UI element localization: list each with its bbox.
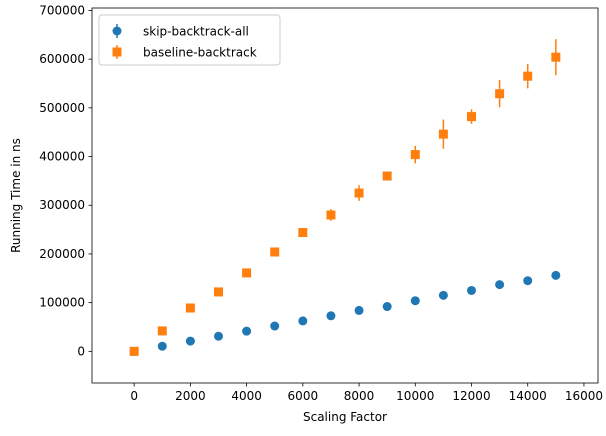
data-point (185, 336, 195, 346)
data-point (270, 321, 280, 331)
data-point (410, 296, 420, 306)
data-point (551, 52, 561, 62)
chart-marks (129, 39, 561, 356)
data-point (242, 326, 252, 336)
legend: skip-backtrack-all baseline-backtrack (98, 14, 281, 66)
y-tick-label: 500000 (39, 101, 85, 115)
legend-marker (112, 26, 122, 36)
data-point (495, 89, 505, 99)
y-axis-ticks: 0 100000 200000 300000 400000 500000 600000 700… (39, 3, 92, 358)
x-tick-label: 10000 (396, 389, 434, 403)
x-tick-label: 16000 (565, 389, 603, 403)
data-point (129, 346, 139, 356)
y-axis-label: Running Time in ns (9, 138, 23, 253)
y-tick-label: 200000 (39, 247, 85, 261)
x-tick-label: 0 (130, 389, 138, 403)
data-point (242, 268, 252, 278)
x-axis-label: Scaling Factor (303, 410, 387, 424)
plot-frame (91, 7, 599, 384)
x-axis-ticks: 0 2000 4000 6000 8000 10000 12000 14000 16000 (130, 383, 603, 403)
legend-box (98, 14, 281, 66)
data-point (467, 112, 476, 122)
legend-label: skip-backtrack-all (143, 25, 249, 39)
data-point (214, 331, 223, 341)
x-tick-label: 12000 (452, 389, 490, 403)
x-tick-label: 14000 (509, 389, 547, 403)
legend-item: baseline-backtrack (112, 45, 257, 60)
y-tick-label: 100000 (39, 296, 85, 310)
data-point (523, 276, 533, 286)
legend-marker (112, 47, 122, 57)
data-point (382, 302, 392, 312)
data-point (354, 188, 364, 198)
data-point (551, 270, 561, 280)
legend-item: skip-backtrack-all (112, 24, 249, 39)
data-point (157, 326, 167, 336)
data-point (326, 311, 336, 321)
data-point (523, 71, 533, 81)
data-point (270, 247, 280, 257)
x-tick-label: 8000 (344, 389, 375, 403)
data-point (467, 285, 476, 295)
x-tick-label: 4000 (231, 389, 262, 403)
series-baseline-backtrack (129, 39, 561, 356)
y-tick-label: 600000 (39, 52, 85, 66)
data-point (410, 150, 420, 160)
data-point (495, 280, 505, 290)
legend-label: baseline-backtrack (143, 46, 257, 60)
data-point (326, 210, 336, 220)
y-tick-label: 400000 (39, 150, 85, 164)
series-skip-backtrack-all (129, 270, 561, 356)
x-tick-label: 2000 (175, 389, 206, 403)
data-point (157, 341, 167, 351)
x-tick-label: 6000 (288, 389, 319, 403)
data-point (438, 290, 448, 300)
data-point (214, 287, 223, 297)
data-point (298, 316, 308, 326)
data-point (354, 305, 364, 315)
y-tick-label: 300000 (39, 198, 85, 212)
data-point (382, 171, 392, 181)
y-tick-label: 700000 (39, 3, 85, 17)
data-point (298, 228, 308, 238)
y-tick-label: 0 (77, 344, 85, 358)
data-point (185, 303, 195, 313)
data-point (438, 129, 448, 139)
